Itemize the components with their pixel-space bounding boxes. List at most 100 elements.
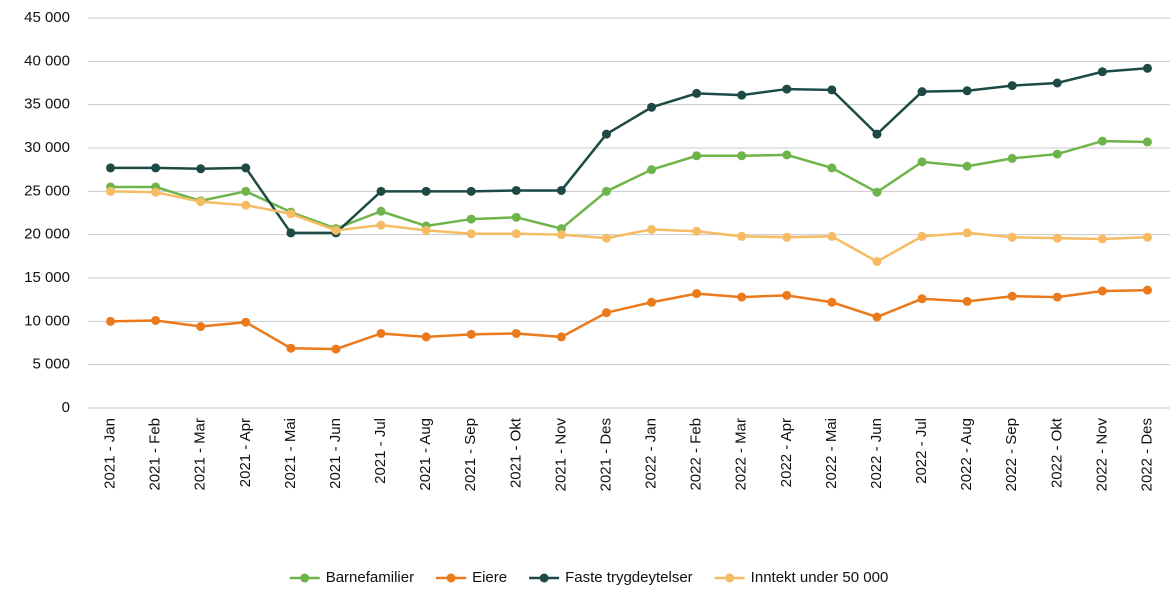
data-point [196,197,206,207]
data-point [737,90,747,100]
data-point [962,161,972,171]
series-line [110,190,1148,263]
data-point [872,312,882,322]
data-point [737,151,747,161]
legend: Barnefamilier Eiere Faste trygdeytelser Inn… [289,569,889,586]
y-tick-label: 5 000 [32,356,70,373]
data-point [917,87,927,97]
legend-marker [446,573,456,583]
data-point [331,344,341,354]
y-tick-label: 45 000 [24,9,70,26]
data-point [962,228,972,238]
data-point [376,328,386,338]
y-tick-label: 35 000 [24,96,70,113]
data-point [151,163,161,173]
x-tick-label: 2022 - Mar [733,418,750,491]
data-point [1142,63,1152,73]
data-point [827,163,837,173]
data-point [1142,137,1152,147]
x-tick-label: 2021 - Aug [417,418,434,491]
data-point [151,187,161,197]
data-point [1142,232,1152,242]
data-point [601,186,611,196]
data-point [737,292,747,302]
series-line [110,67,1148,235]
data-point [1097,234,1107,244]
data-point [1142,285,1152,295]
x-tick-label: 2021 - Mai [282,418,299,489]
data-point [827,231,837,241]
data-point [917,231,927,241]
data-point [421,225,431,235]
data-point [1007,232,1017,242]
data-point [1007,291,1017,301]
data-point [106,316,116,326]
data-point [647,224,657,234]
data-point [962,296,972,306]
data-point [511,185,521,195]
data-point [421,332,431,342]
data-point [556,230,566,240]
data-point [376,186,386,196]
data-point [421,186,431,196]
legend-label: Barnefamilier [326,569,414,586]
data-point [241,317,251,327]
x-tick-label: 2022 - Feb [688,418,705,491]
data-point [872,187,882,197]
data-point [872,257,882,267]
data-point [1052,78,1062,88]
data-point [511,328,521,338]
y-tick-label: 10 000 [24,312,70,329]
data-point [647,102,657,112]
x-tick-label: 2021 - Des [597,418,614,491]
data-point [601,308,611,318]
legend-marker [539,573,549,583]
x-tick-label: 2021 - Jan [102,418,119,489]
data-point [466,186,476,196]
data-point [917,157,927,167]
x-tick-label: 2022 - Okt [1048,417,1065,488]
data-point [872,129,882,139]
legend-label: Inntekt under 50 000 [751,569,889,586]
data-point [196,322,206,332]
data-point [1097,136,1107,146]
data-point [286,209,296,219]
y-tick-label: 30 000 [24,139,70,156]
data-point [782,150,792,160]
data-point [241,200,251,210]
x-tick-label: 2022 - Aug [958,418,975,491]
data-point [1097,67,1107,77]
data-point [601,233,611,243]
data-point [466,229,476,239]
legend-label: Eiere [472,569,507,586]
data-point [601,129,611,139]
data-point [647,165,657,175]
data-point [511,212,521,222]
x-tick-label: 2021 - Mar [192,418,209,491]
data-point [827,85,837,95]
data-point [466,214,476,224]
data-point [692,289,702,299]
x-tick-label: 2021 - Jul [372,418,389,484]
x-tick-label: 2021 - Apr [237,418,254,487]
data-point [106,186,116,196]
x-tick-label: 2022 - Sep [1003,418,1020,491]
data-point [196,164,206,174]
data-point [782,84,792,94]
legend-label: Faste trygdeytelser [565,569,693,586]
data-point [466,329,476,339]
series-line [110,288,1148,351]
data-point [106,163,116,173]
x-tick-label: 2021 - Feb [147,418,164,491]
data-point [1052,233,1062,243]
data-point [241,186,251,196]
data-point [737,231,747,241]
series-line [110,139,1148,230]
data-point [241,163,251,173]
x-tick-label: 2022 - Nov [1093,418,1110,492]
x-tick-label: 2022 - Jan [643,418,660,489]
data-point [827,297,837,307]
data-point [1007,153,1017,163]
y-tick-label: 25 000 [24,182,70,199]
data-point [376,220,386,230]
